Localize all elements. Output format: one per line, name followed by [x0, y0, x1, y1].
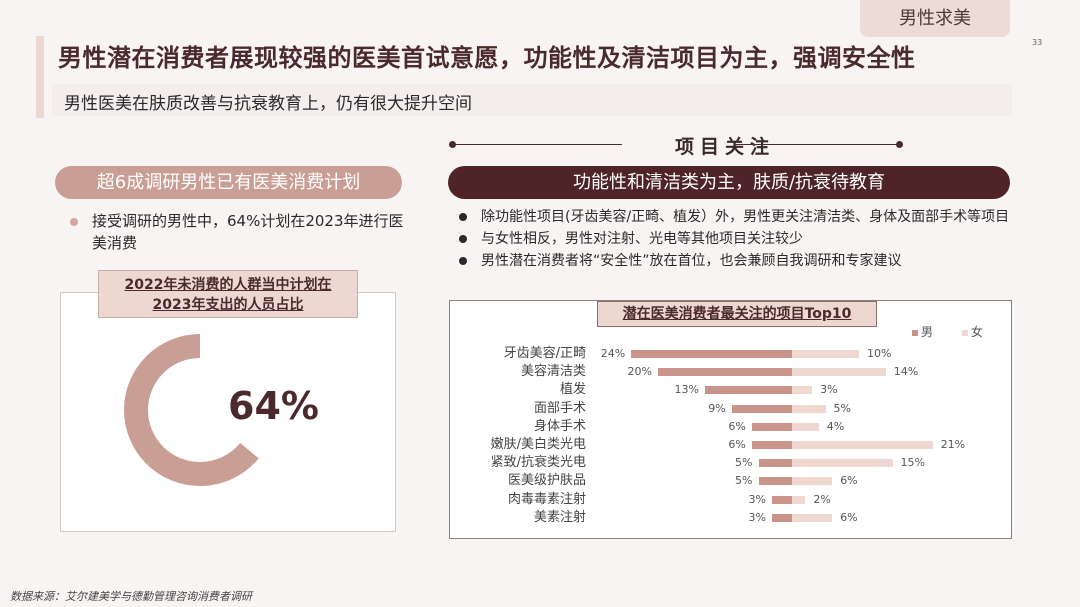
title-accent-bar — [36, 36, 44, 118]
bar-chart-title: 潜在医美消费者最关注的项目Top10 — [597, 301, 877, 327]
male-bar — [751, 422, 792, 431]
left-bullet-text: 接受调研的男性中，64%计划在2023年进行医美消费 — [92, 212, 404, 252]
male-value: 13% — [674, 383, 699, 397]
female-value: 5% — [833, 401, 851, 415]
female-value: 4% — [826, 419, 845, 433]
female-bar — [792, 441, 933, 449]
chart-row: 肉毒毒素注射 3% 2% — [450, 491, 1010, 509]
female-value: 3% — [820, 383, 838, 397]
legend-male: 男 — [912, 323, 933, 340]
legend-swatch-female — [962, 329, 968, 336]
male-bar — [758, 459, 792, 468]
category-label: 紧致/抗衰类光电 — [490, 455, 586, 471]
male-value: 5% — [735, 474, 753, 488]
bullet-dot-icon — [459, 235, 467, 243]
chart-row: 植发 13% 3% — [450, 381, 1010, 399]
chart-row: 身体手术 6% 4% — [450, 418, 1010, 436]
male-bar — [771, 495, 792, 504]
donut-chart-title: 2022年未消费的人群当中计划在 2023年支出的人员占比 — [98, 270, 358, 318]
female-bar — [792, 350, 859, 358]
page-number: 33 — [1032, 38, 1043, 47]
female-value: 2% — [813, 492, 831, 506]
category-label: 嫩肤/美白类光电 — [490, 437, 586, 452]
legend-swatch-male — [912, 329, 918, 336]
category-label: 美素注射 — [533, 509, 586, 525]
male-value: 24% — [600, 347, 626, 360]
female-bar — [792, 404, 826, 413]
female-bar — [792, 495, 806, 504]
right-bullet: 与女性相反，男性对注射、光电等其他项目关注较少 — [455, 229, 1045, 249]
category-label: 面部手术 — [533, 400, 586, 416]
female-bar — [792, 422, 819, 431]
female-value: 10% — [867, 347, 892, 360]
category-label: 美容清洁类 — [520, 364, 586, 380]
category-label: 肉毒毒素注射 — [507, 491, 586, 507]
right-heading-pill: 功能性和清洁类为主，肤质/抗衰待教育 — [448, 166, 1010, 199]
male-bar — [771, 513, 792, 522]
section-tag: 男性求美 — [860, 0, 1010, 37]
female-bar — [792, 513, 833, 522]
donut-arc — [124, 334, 276, 486]
chart-row: 美素注射 3% 6% — [450, 509, 1010, 527]
left-heading-pill: 超6成调研男性已有医美消费计划 — [55, 166, 402, 199]
right-bullet-list: 除功能性项目(牙齿美容/正畸、植发）外，男性更关注清洁类、身体及面部手术等项目 … — [455, 207, 1045, 273]
male-bar — [658, 368, 792, 377]
data-source-footer: 数据来源：艾尔建美学与德勤管理咨询消费者调研 — [10, 590, 252, 603]
section-line-left — [452, 144, 622, 145]
male-bar — [751, 441, 792, 449]
male-value: 3% — [748, 510, 766, 524]
chart-row: 嫩肤/美白类光电 6% 21% — [450, 436, 1010, 454]
donut-value: 64% — [228, 384, 319, 428]
page-title: 男性潜在消费者展现较强的医美首试意愿，功能性及清洁项目为主，强调安全性 — [58, 44, 916, 72]
category-label: 身体手术 — [533, 418, 586, 434]
chart-row: 牙齿美容/正畸 24% 10% — [450, 345, 1010, 363]
chart-row: 面部手术 9% 5% — [450, 400, 1010, 418]
male-value: 9% — [708, 401, 726, 415]
section-line-dot-right — [896, 141, 903, 148]
category-label: 植发 — [559, 382, 586, 398]
female-value: 6% — [840, 474, 858, 488]
donut-caption-line1: 2022年未消费的人群当中计划在 — [124, 277, 332, 293]
left-bullet: 接受调研的男性中，64%计划在2023年进行医美消费 — [70, 210, 410, 254]
female-bar — [792, 477, 833, 486]
male-bar — [704, 386, 792, 395]
bar-chart-panel — [449, 300, 1012, 539]
male-bar — [631, 350, 792, 358]
female-bar — [792, 386, 813, 395]
female-value: 21% — [940, 438, 966, 451]
male-value: 5% — [735, 456, 753, 470]
chart-row: 医美级护肤品 5% 6% — [450, 472, 1010, 490]
category-label: 医美级护肤品 — [507, 473, 586, 489]
bullet-dot-icon — [459, 257, 467, 265]
female-value: 15% — [900, 456, 925, 470]
male-value: 3% — [748, 492, 766, 506]
male-bar — [758, 477, 792, 486]
right-bullet: 男性潜在消费者将“安全性”放在首位，也会兼顾自我调研和专家建议 — [455, 251, 1045, 271]
chart-row: 紧致/抗衰类光电 5% 15% — [450, 454, 1010, 472]
section-title: 项目关注 — [674, 136, 775, 158]
female-value: 6% — [840, 510, 858, 524]
legend-female: 女 — [962, 323, 983, 340]
bullet-dot-icon — [459, 213, 467, 221]
female-bar — [792, 368, 886, 377]
male-bar — [731, 404, 792, 413]
donut-chart — [124, 334, 276, 486]
donut-caption-line2: 2023年支出的人员占比 — [152, 297, 304, 313]
section-line-right — [735, 144, 900, 145]
category-label: 牙齿美容/正畸 — [503, 346, 586, 361]
right-bullet: 除功能性项目(牙齿美容/正畸、植发）外，男性更关注清洁类、身体及面部手术等项目 — [455, 207, 1045, 227]
subtitle-background — [52, 84, 1012, 116]
male-value: 6% — [728, 419, 746, 433]
female-value: 14% — [893, 365, 919, 379]
female-bar — [792, 459, 893, 468]
donut-chart-panel — [60, 292, 396, 532]
chart-row: 美容清洁类 20% 14% — [450, 363, 1010, 381]
page-subtitle: 男性医美在肤质改善与抗衰教育上，仍有很大提升空间 — [64, 94, 472, 114]
male-value: 6% — [728, 438, 746, 451]
male-value: 20% — [627, 365, 652, 379]
bullet-dot-icon — [70, 218, 78, 226]
